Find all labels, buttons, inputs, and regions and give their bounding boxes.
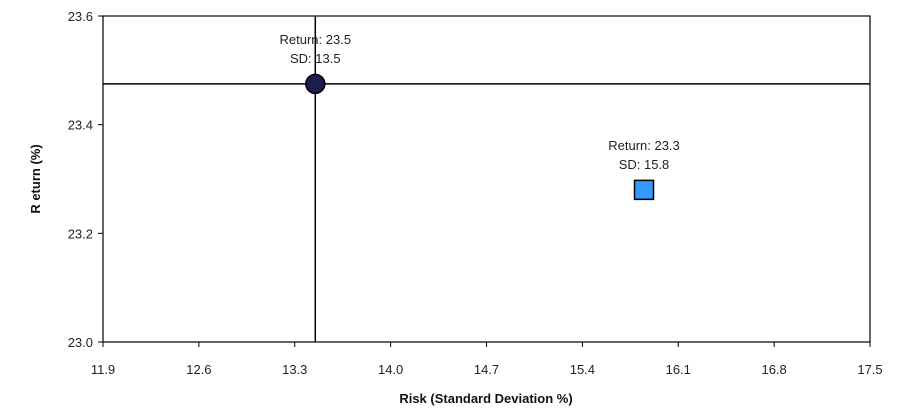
- x-tick-label: 14.7: [474, 362, 499, 377]
- data-label: SD: 15.8: [619, 157, 670, 172]
- data-label: Return: 23.3: [608, 138, 680, 153]
- y-tick-label: 23.6: [68, 9, 93, 24]
- x-tick-label: 15.4: [570, 362, 595, 377]
- x-tick-label: 16.1: [666, 362, 691, 377]
- reference-lines: [103, 16, 870, 342]
- data-label: Return: 23.5: [280, 32, 352, 47]
- x-axis-ticks: 11.9 12.6 13.3 14.0 14.7 15.4 16.1 16.8 17.5: [91, 342, 883, 377]
- y-axis-title: R eturn (%): [28, 144, 43, 213]
- y-tick-label: 23.4: [68, 118, 93, 133]
- plot-area-frame: [102, 15, 871, 343]
- y-axis-ticks: 23.0 23.2 23.4 23.6: [68, 9, 103, 350]
- x-tick-label: 12.6: [186, 362, 211, 377]
- data-label: SD: 13.5: [290, 51, 341, 66]
- data-point-circle: [305, 73, 326, 95]
- x-tick-label: 11.9: [91, 362, 115, 377]
- data-marks: Return: 23.5 SD: 13.5 Return: 23.3 SD: 15.8: [280, 32, 680, 201]
- data-point-square: [633, 179, 655, 201]
- x-axis-title: Risk (Standard Deviation %): [399, 391, 572, 406]
- x-tick-label: 17.5: [857, 362, 882, 377]
- x-tick-label: 16.8: [761, 362, 786, 377]
- y-tick-label: 23.2: [68, 226, 93, 241]
- x-tick-label: 14.0: [378, 362, 403, 377]
- x-tick-label: 13.3: [282, 362, 307, 377]
- y-tick-label: 23.0: [68, 335, 93, 350]
